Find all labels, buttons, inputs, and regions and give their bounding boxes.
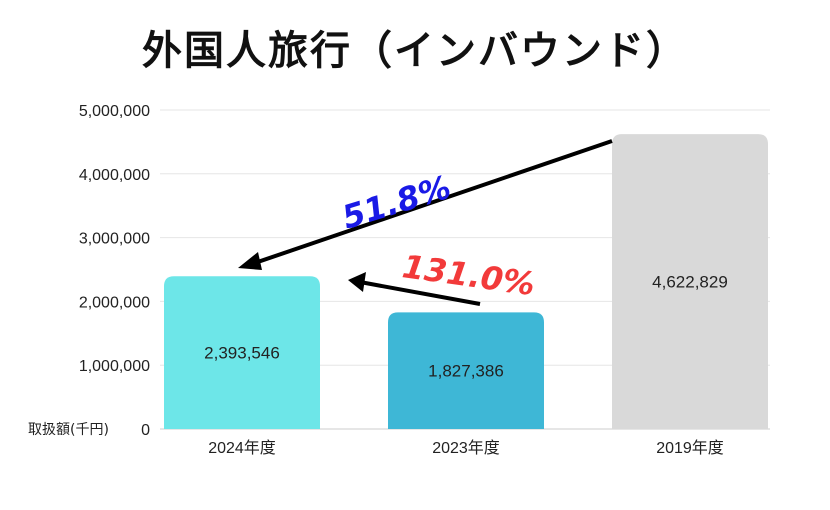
arrow-2023-to-2024 [359,280,481,306]
y-tick-label: 0 [141,422,150,439]
x-category-label: 2024年度 [208,439,276,457]
bar-2023年度 [388,312,544,429]
chart-title: 外国人旅行（インバウンド） [142,28,688,74]
x-category-label: 2019年度 [656,439,724,457]
bar-2024年度 [164,276,320,429]
y-unit-label: 取扱額(千円) [28,422,109,438]
y-tick-label: 1,000,000 [79,358,150,375]
bar-2019年度 [612,134,768,429]
x-category-label: 2023年度 [432,439,500,457]
value-labels: 2,393,546 1,827,386 4,622,829 [204,273,728,381]
pct-vs-2019-label: 51.8% [338,168,455,237]
y-tick-label: 3,000,000 [79,231,150,248]
bar-value-label: 4,622,829 [652,273,728,292]
x-category-labels: 2024年度 2023年度 2019年度 [208,439,724,457]
y-tick-label: 4,000,000 [79,167,150,184]
arrow-2023-to-2024-head [348,272,366,292]
y-tick-label: 5,000,000 [79,103,150,120]
y-tick-labels: 0 1,000,000 2,000,000 3,000,000 4,000,000 5,0… [79,103,150,439]
bar-value-label: 2,393,546 [204,344,280,363]
bar-value-label: 1,827,386 [428,362,504,381]
arrow-2019-to-2024 [245,139,613,268]
arrow-2019-to-2024-head [238,252,262,270]
bars [164,134,768,429]
y-tick-label: 2,000,000 [79,294,150,311]
